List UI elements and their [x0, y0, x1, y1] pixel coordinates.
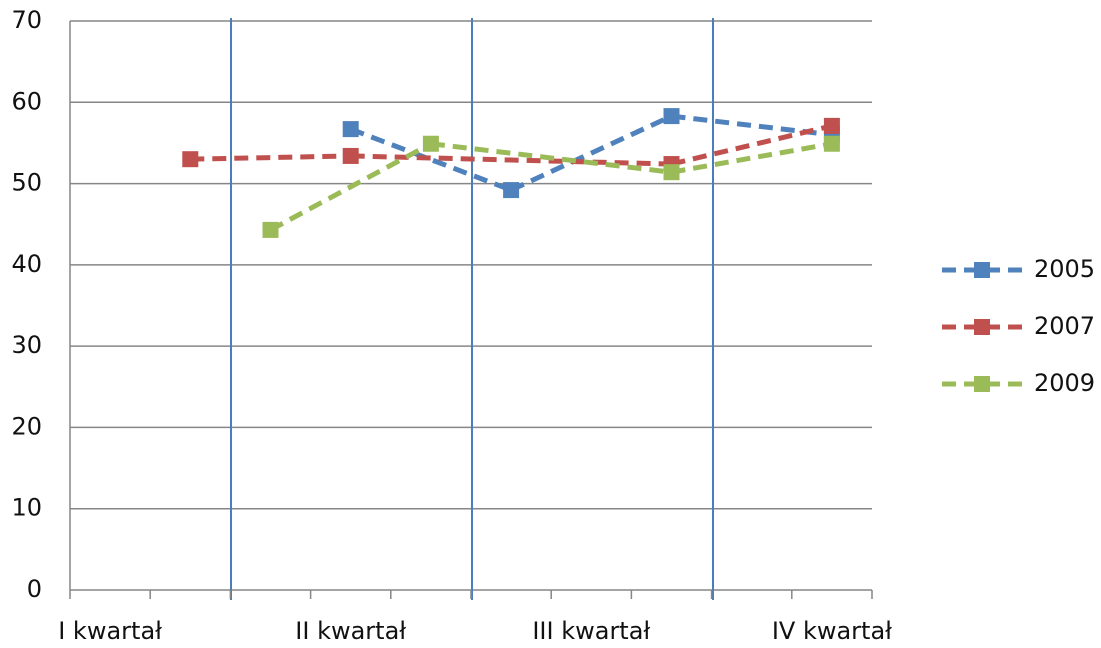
legend-marker: [974, 376, 990, 392]
line-segment: [670, 123, 833, 167]
marker: [342, 121, 359, 138]
marker: [663, 108, 680, 125]
x-tick-label: IV kwartał: [772, 617, 892, 645]
y-tick-label: 60: [11, 87, 42, 115]
marker: [823, 135, 840, 152]
legend-label: 2005: [1034, 255, 1095, 283]
line-segment: [190, 153, 351, 162]
line-segment: [269, 141, 433, 233]
y-tick-label: 0: [27, 575, 42, 603]
legend-label: 2007: [1034, 312, 1095, 340]
x-tick-label: III kwartał: [532, 617, 650, 645]
line-segment: [350, 153, 672, 167]
legend-marker: [974, 319, 990, 335]
y-tick-label: 20: [11, 412, 42, 440]
x-tick-label: I kwartał: [58, 617, 162, 645]
line-segment: [349, 126, 512, 193]
legend-marker: [974, 262, 990, 278]
y-tick-label: 40: [11, 250, 42, 278]
x-tick-label: II kwartał: [295, 617, 406, 645]
marker: [823, 117, 840, 134]
y-tick-label: 10: [11, 494, 42, 522]
marker: [182, 151, 199, 168]
y-tick-label: 50: [11, 169, 42, 197]
marker: [262, 221, 279, 238]
dividers: [230, 18, 714, 600]
marker: [342, 147, 359, 164]
line-segment: [430, 141, 672, 175]
line-segment: [510, 113, 673, 193]
y-tick-label: 70: [11, 6, 42, 34]
marker: [503, 182, 520, 199]
line-segment: [671, 141, 833, 175]
y-tick-label: 30: [11, 331, 42, 359]
marker: [663, 164, 680, 181]
marker: [422, 135, 439, 152]
legend-label: 2009: [1034, 369, 1095, 397]
